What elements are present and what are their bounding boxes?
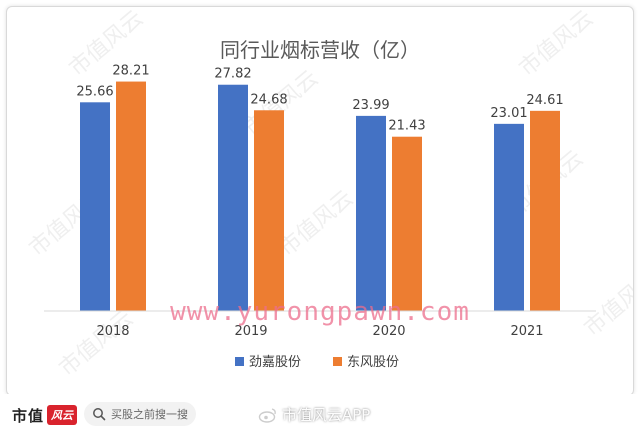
background-watermark: 市值风云: [55, 306, 138, 382]
x-tick-label: 2019: [234, 324, 267, 339]
legend: 劲嘉股份 东风股份: [235, 355, 399, 370]
bar-劲嘉股份-2019: [218, 84, 248, 311]
search-icon: [93, 408, 106, 421]
x-tick-label: 2018: [96, 324, 129, 339]
value-label: 23.99: [352, 98, 389, 113]
bar-劲嘉股份-2018: [80, 102, 110, 311]
value-label: 28.21: [112, 64, 149, 79]
weibo-attribution: 市值风云APP: [258, 404, 370, 425]
value-label: 21.43: [388, 119, 425, 134]
x-tick-labels: 2018 2019 2020 2021: [96, 324, 543, 339]
search-box[interactable]: 买股之前搜一搜: [84, 402, 196, 426]
background-watermark: 市值风云: [515, 7, 598, 82]
weibo-icon: [258, 407, 276, 423]
chart-card: 同行业烟标营收（亿） 市值风云市值风云市值风云市值风云市值风云市值风云市值风云市…: [6, 6, 634, 396]
bar-东风股份-2021: [530, 110, 560, 311]
value-label: 23.01: [490, 106, 527, 121]
bar-劲嘉股份-2021: [494, 123, 524, 312]
footer-bar: 市值 风云 买股之前搜一搜 市值风云APP: [0, 394, 640, 434]
legend-label: 劲嘉股份: [249, 355, 301, 370]
bar-chart: 同行业烟标营收（亿） 市值风云市值风云市值风云市值风云市值风云市值风云市值风云市…: [25, 7, 633, 382]
x-tick-label: 2021: [510, 324, 543, 339]
chart-title: 同行业烟标营收（亿）: [220, 38, 420, 62]
legend-label: 东风股份: [347, 355, 399, 370]
value-label: 27.82: [214, 67, 251, 82]
legend-swatch: [333, 357, 342, 366]
weibo-text: 市值风云APP: [282, 406, 371, 424]
value-label: 25.66: [76, 84, 113, 99]
value-label: 24.68: [250, 92, 287, 107]
legend-swatch: [235, 357, 244, 366]
logo-badge: 风云: [47, 405, 78, 425]
bar-东风股份-2018: [116, 81, 146, 311]
background-watermark: 市值风云: [275, 186, 358, 262]
background-watermark: 市值风云: [580, 266, 633, 342]
overlay-watermark: www.yurongpawn.com: [170, 297, 470, 327]
bar-劲嘉股份-2020: [356, 115, 386, 311]
logo-text: 市值: [12, 406, 45, 425]
search-placeholder: 买股之前搜一搜: [111, 408, 188, 421]
bar-东风股份-2020: [392, 136, 422, 311]
value-label: 24.61: [526, 93, 563, 108]
x-tick-label: 2020: [372, 324, 405, 339]
bar-东风股份-2019: [254, 110, 284, 311]
brand-logo[interactable]: 市值 风云: [12, 404, 78, 426]
